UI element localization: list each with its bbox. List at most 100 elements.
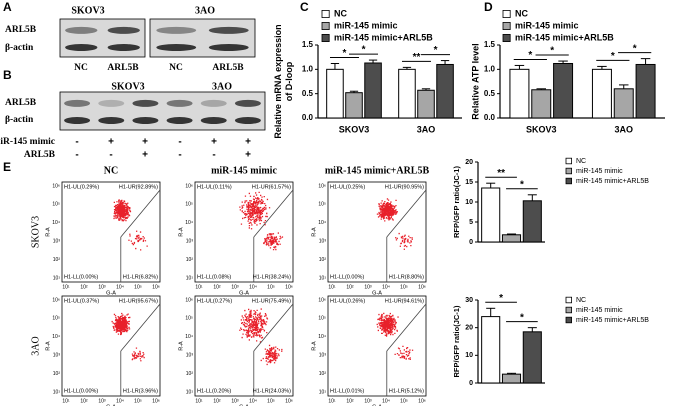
event-dots: [113, 199, 148, 251]
quadrant-label: H1-LL(0.08%): [197, 274, 231, 280]
y-tick-label: 10⁴: [52, 334, 60, 340]
lane-label: NC: [169, 63, 183, 73]
error-bar: [440, 60, 450, 65]
quadrant-label: H1-LL(0.20%): [197, 388, 231, 394]
y-tick-label: 10⁵: [52, 316, 60, 322]
y-axis-label: R-A: [311, 341, 317, 351]
x-tick-label: 10⁶: [152, 284, 160, 290]
blot-band: [107, 26, 140, 34]
x-tick-label: 10⁴: [249, 398, 257, 404]
error-bar: [558, 60, 568, 64]
error-bar: [506, 233, 517, 235]
blot-row: β-actin: [5, 115, 34, 125]
blot-band: [200, 117, 227, 124]
x-tick-label: 10⁴: [382, 398, 390, 404]
significance-mark: *: [434, 45, 438, 56]
x-tick-label: 10⁵: [134, 284, 142, 290]
y-tick-label: 10¹: [319, 275, 327, 281]
y-axis-label: R-A: [178, 227, 184, 237]
significance-mark: **: [413, 52, 421, 63]
y-axis-label: R-A: [45, 227, 51, 237]
error-bar: [527, 194, 537, 201]
condition-sign: -: [178, 137, 181, 148]
legend-swatch: [565, 306, 572, 314]
condition-label: ARL5B: [24, 150, 56, 160]
y-tick-label: 1.0: [302, 64, 314, 73]
condition-sign: +: [142, 150, 148, 161]
legend-swatch: [565, 296, 572, 304]
gate-line: [120, 189, 161, 238]
bar: [522, 331, 542, 384]
x-tick-label: 10²: [346, 284, 354, 290]
x-tick-label: 10⁵: [267, 284, 275, 290]
y-tick-label: 10¹: [53, 389, 61, 395]
x-tick-label: 10³: [364, 284, 372, 290]
bar: [398, 68, 416, 119]
bar: [501, 373, 522, 384]
gate-line: [386, 303, 427, 352]
y-axis-label: RFP/GFP ratio(JC-1): [452, 305, 461, 377]
blot-row: ARL5B: [5, 98, 37, 108]
x-tick-label: 10⁶: [152, 398, 160, 404]
condition-sign: -: [75, 137, 78, 148]
significance-mark: **: [497, 168, 505, 179]
y-axis-label: R-A: [178, 341, 184, 351]
blot-group: SKOV3: [111, 81, 144, 92]
y-tick-label: 10⁶: [185, 183, 193, 189]
bar: [501, 234, 522, 243]
blot-group: 3AO: [212, 81, 232, 92]
y-tick-label: 30: [465, 297, 473, 304]
x-tick-label: SKOV3: [339, 124, 370, 134]
gate-line: [386, 189, 427, 238]
quadrant-label: H1-UR(92.89%): [119, 184, 158, 190]
legend-swatch: [321, 21, 330, 30]
event-dots: [239, 308, 283, 366]
gate-line: [120, 303, 161, 352]
x-tick-label: 3AO: [614, 124, 633, 134]
quadrant-label: H1-UR(75.49%): [252, 298, 291, 304]
x-tick-label: 10²: [80, 398, 88, 404]
bar: [326, 68, 344, 119]
bar: [417, 89, 435, 119]
blot-membrane: [149, 18, 256, 58]
y-tick-label: 1.5: [484, 40, 496, 49]
x-tick-label: 10⁵: [267, 398, 275, 404]
blot-membrane: [59, 18, 146, 58]
row-title: SKOV3: [30, 216, 41, 248]
x-tick-label: 10³: [364, 398, 372, 404]
y-tick-label: 20: [465, 325, 473, 332]
blot-band: [98, 99, 125, 107]
blot-row: β-actin: [5, 43, 34, 53]
bar: [481, 187, 501, 243]
x-axis-label: G-A: [106, 404, 116, 406]
legend-label: miR-145 mimic: [576, 168, 623, 175]
bar: [509, 68, 530, 119]
gate-line: [253, 189, 294, 238]
error-bar: [514, 64, 525, 70]
quadrant-label: H1-UL(0.11%): [197, 184, 232, 190]
legend-label: NC: [334, 8, 347, 18]
error-bar: [349, 90, 359, 93]
x-tick-label: 10⁶: [285, 284, 293, 290]
y-tick-label: 0.5: [484, 89, 496, 98]
bar: [531, 89, 552, 119]
quadrant-label: H1-LL(0.00%): [64, 388, 98, 394]
condition-sign: -: [212, 150, 215, 161]
y-tick-label: 10⁶: [318, 183, 326, 189]
x-axis-label: G-A: [372, 290, 382, 296]
x-tick-label: 10²: [80, 284, 88, 290]
quadrant-label: H1-LR(6.82%): [123, 274, 158, 280]
y-tick-label: 10⁵: [318, 202, 326, 208]
blot-band: [65, 26, 98, 34]
x-axis-label: G-A: [372, 404, 382, 406]
quadrant-label: H1-LL(0.01%): [330, 388, 364, 394]
error-bar: [619, 84, 629, 89]
x-tick-label: 10⁵: [400, 398, 408, 404]
blot-band: [208, 26, 249, 34]
panel-label: E: [3, 160, 11, 174]
error-bar: [368, 59, 378, 64]
condition-sign: +: [211, 137, 217, 148]
condition-label: miR-145 mimic: [0, 137, 55, 147]
event-dots: [376, 312, 414, 360]
